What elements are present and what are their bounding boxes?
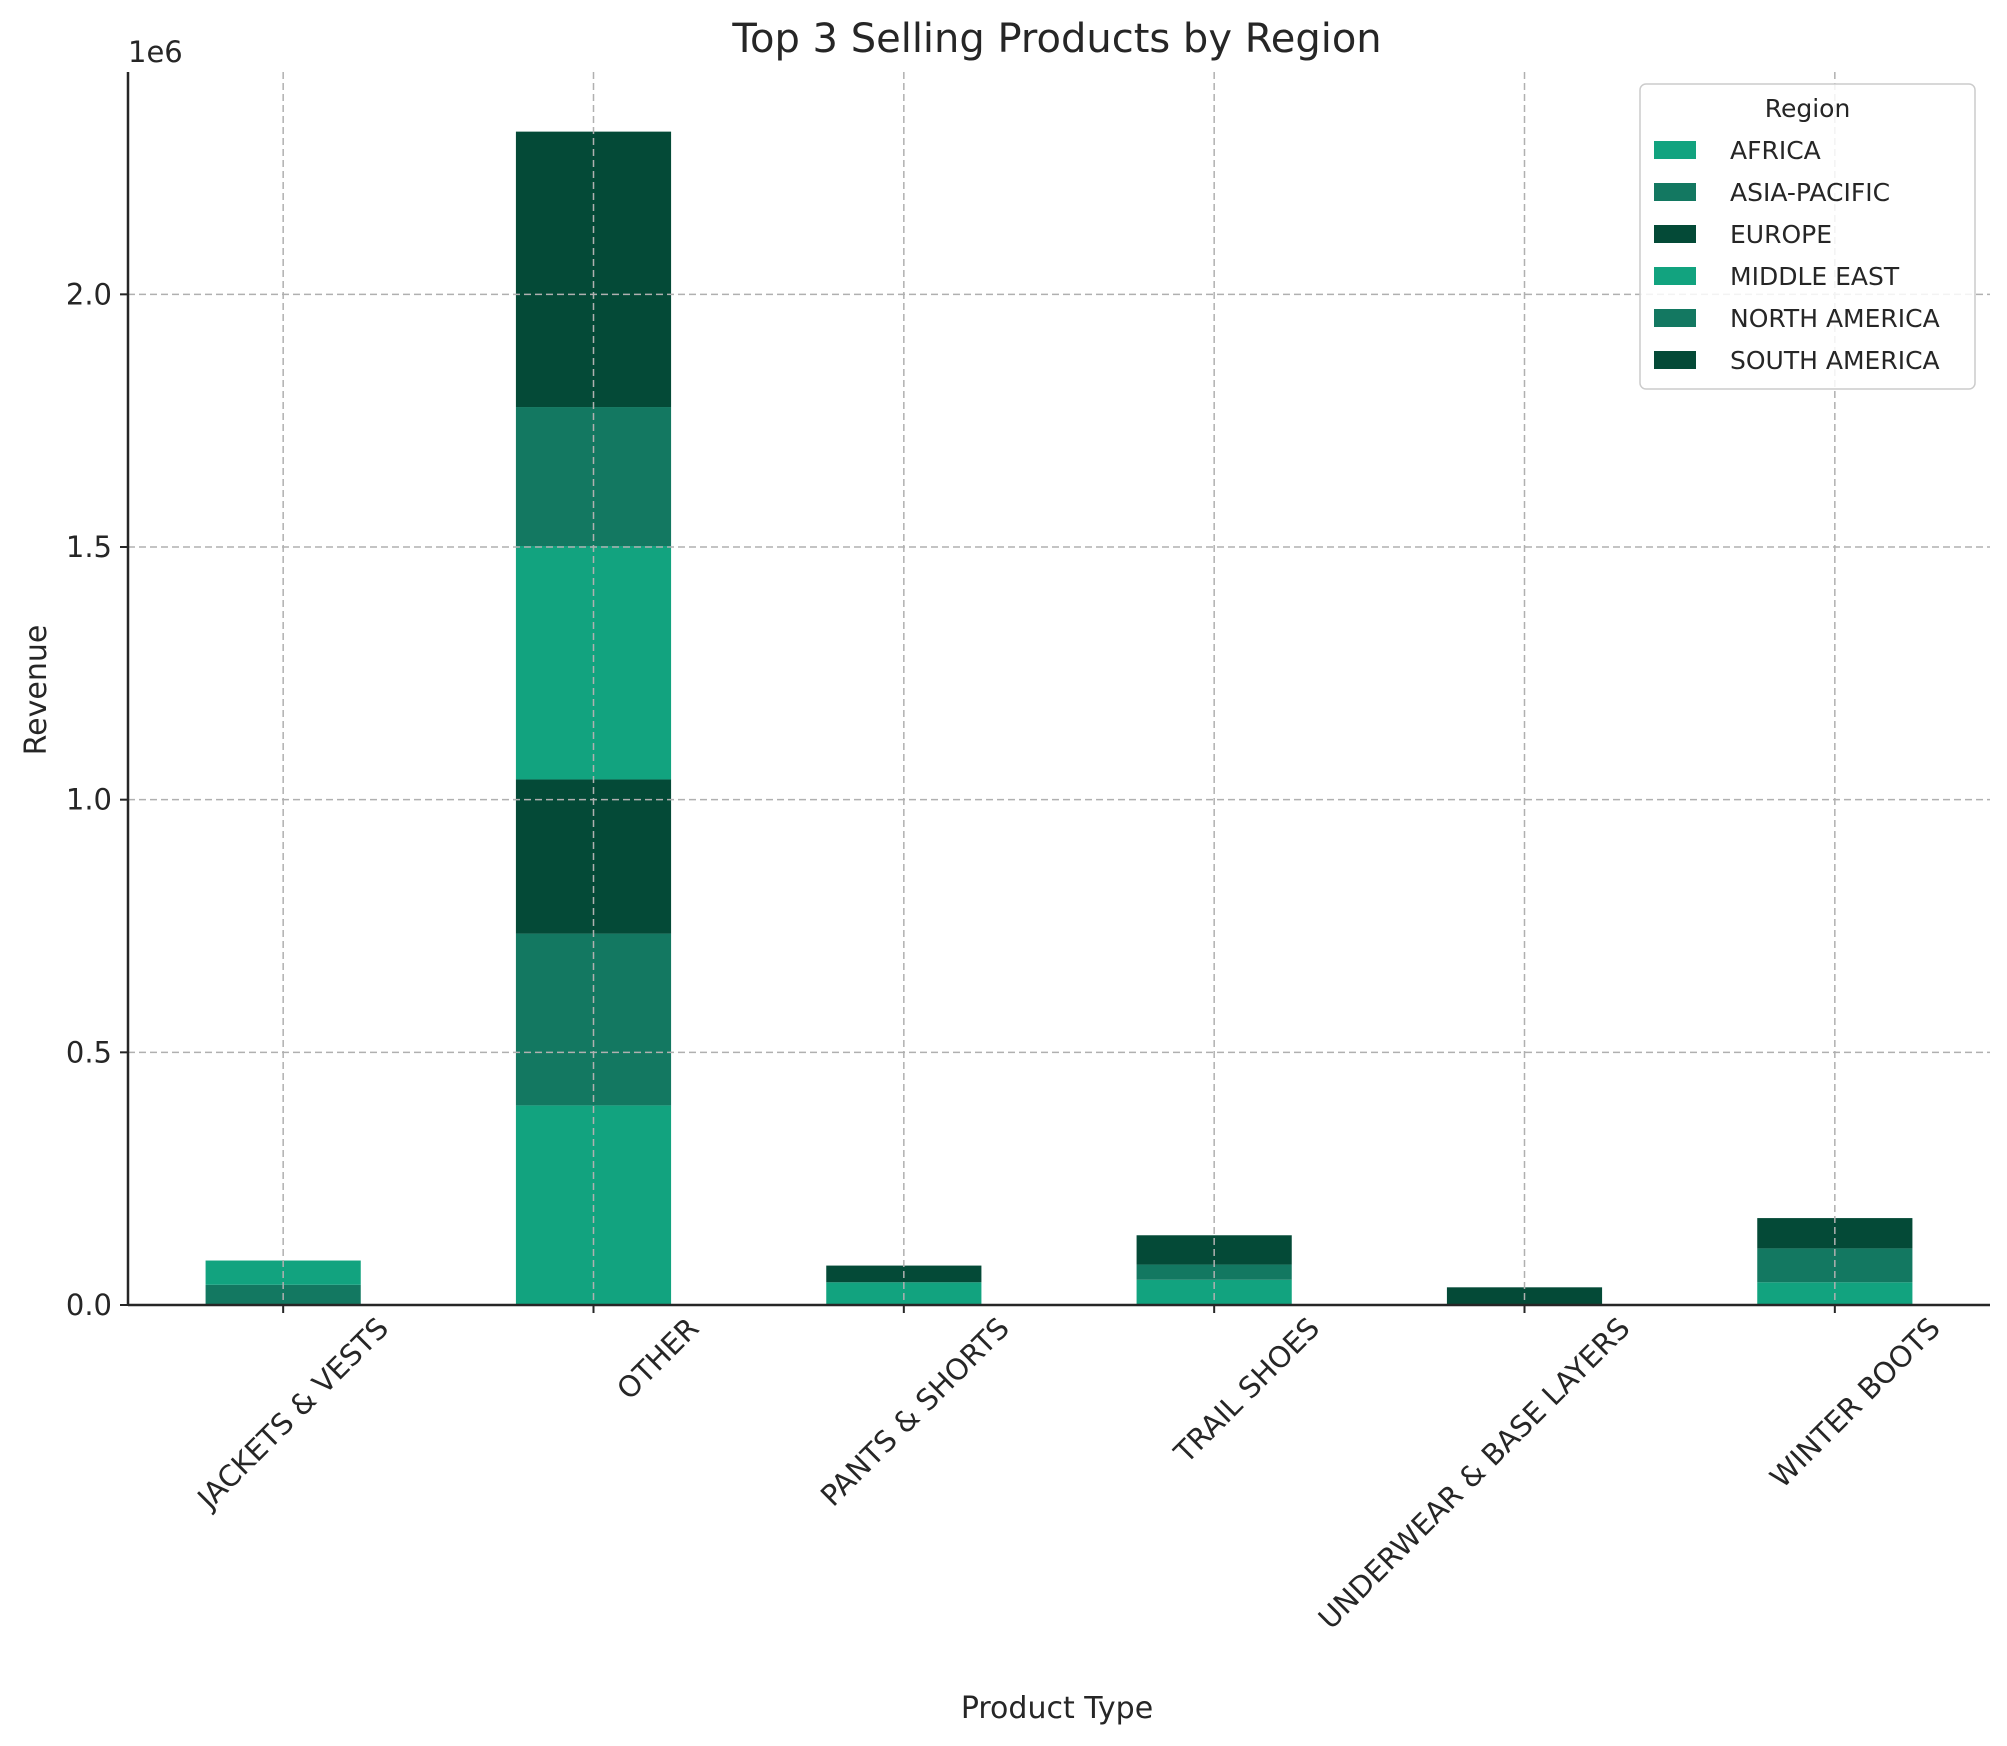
legend-swatch <box>1654 309 1696 327</box>
legend-title: Region <box>1765 94 1851 123</box>
y-tick-label: 2.0 <box>66 277 112 311</box>
tick-labels: 0.0 0.5 1.0 1.5 2.0 JACKETS & VESTS OTHER PANTS… <box>66 277 1947 1635</box>
x-axis-label: Product Type <box>961 1691 1153 1726</box>
x-tick-label: WINTER BOOTS <box>1763 1311 1946 1494</box>
legend-swatch <box>1654 267 1696 285</box>
legend-label: EUROPE <box>1730 220 1832 249</box>
x-tick-label: OTHER <box>610 1311 705 1406</box>
x-tick-label: JACKETS & VESTS <box>189 1311 395 1517</box>
legend-swatch <box>1654 351 1696 369</box>
legend: Region AFRICA ASIA-PACIFIC EUROPE MIDDLE EAS… <box>1639 83 1976 390</box>
x-tick-label: UNDERWEAR & BASE LAYERS <box>1312 1311 1637 1636</box>
legend-label: NORTH AMERICA <box>1730 304 1940 333</box>
grid-lines <box>128 72 1990 1306</box>
legend-swatch <box>1654 141 1696 159</box>
chart-title: Top 3 Selling Products by Region <box>731 16 1381 62</box>
y-tick-label: 1.0 <box>66 783 112 817</box>
legend-label: AFRICA <box>1730 136 1821 165</box>
y-tick-label: 1.5 <box>66 530 112 564</box>
axes <box>120 72 1990 1313</box>
x-tick-label: TRAIL SHOES <box>1167 1311 1326 1470</box>
legend-label: ASIA-PACIFIC <box>1730 178 1890 207</box>
x-tick-label: PANTS & SHORTS <box>814 1311 1016 1513</box>
legend-swatch <box>1654 225 1696 243</box>
y-axis-offset-label: 1e6 <box>128 35 183 69</box>
y-tick-label: 0.0 <box>66 1288 112 1322</box>
y-tick-label: 0.5 <box>66 1035 112 1069</box>
legend-label: SOUTH AMERICA <box>1730 346 1940 375</box>
legend-label: MIDDLE EAST <box>1730 262 1900 291</box>
y-axis-label: Revenue <box>19 625 54 756</box>
legend-swatch <box>1654 183 1696 201</box>
legend-frame <box>1639 83 1976 390</box>
